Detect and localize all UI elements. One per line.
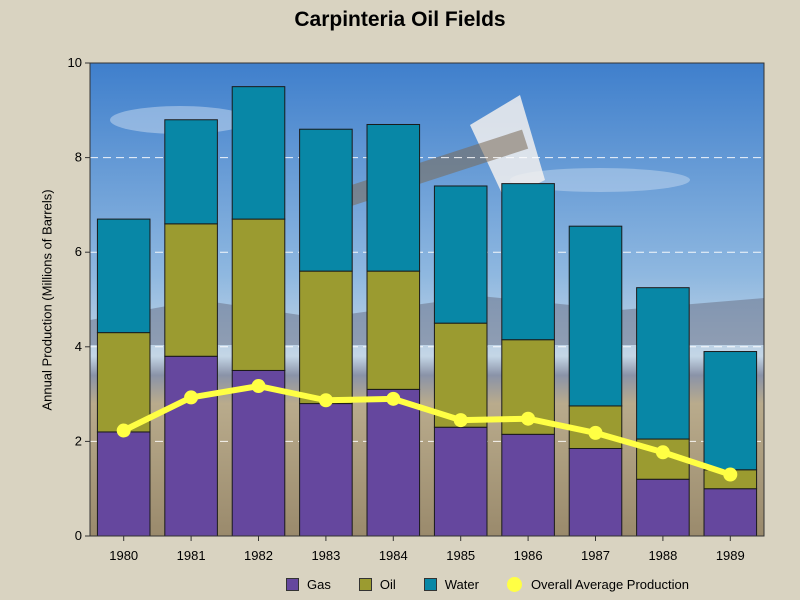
bar-water-1985: [433, 185, 488, 324]
bar-oil-1981: [164, 223, 218, 357]
average-point-1982: [251, 379, 266, 394]
average-point-1985: [453, 413, 468, 428]
bar-gas-1982: [231, 369, 286, 537]
bar-oil-1983: [299, 270, 353, 405]
average-point-1980: [116, 423, 131, 438]
bar-gas-1988: [636, 478, 690, 537]
y-tick-label: 2: [75, 433, 82, 448]
y-tick-label: 4: [75, 339, 82, 354]
bar-gas-1989: [703, 488, 758, 537]
bar-water-1982: [231, 86, 286, 220]
bar-water-1981: [164, 119, 218, 225]
bar-oil-1984: [366, 270, 421, 390]
bar-gas-1984: [366, 388, 421, 537]
x-tick-label: 1980: [109, 548, 138, 563]
legend-item-oil: Oil: [358, 576, 396, 592]
y-tick-label: 8: [75, 150, 82, 165]
legend-swatch-gas: [286, 577, 299, 591]
legend-label-gas: Gas: [307, 576, 331, 592]
axes: 0 2 4 6 8 10 1980 1981 1982 1983 1984 1985 1986 1987 1…: [68, 55, 765, 563]
x-tick-label: 1989: [716, 548, 745, 563]
legend-swatch-oil: [358, 577, 372, 591]
legend: Gas Oil Water Overall Average Production: [286, 575, 717, 593]
x-tick-label: 1983: [311, 548, 340, 563]
bar-water-1989: [703, 351, 758, 471]
average-point-1987: [588, 425, 603, 440]
x-tick-label: 1984: [379, 548, 408, 563]
average-point-1984: [386, 391, 401, 406]
bar-gas-1983: [299, 403, 353, 537]
bar-water-1980: [96, 218, 151, 334]
plot-frame: [89, 62, 765, 537]
bar-water-1983: [299, 128, 353, 272]
average-point-1983: [318, 393, 333, 408]
bar-water-1984: [366, 123, 421, 272]
bar-gas-1986: [501, 433, 555, 537]
legend-swatch-water: [423, 577, 437, 591]
x-tick-label: 1981: [177, 548, 206, 563]
legend-item-water: Water: [423, 576, 479, 592]
y-tick-label: 10: [68, 55, 82, 70]
legend-label-average: Overall Average Production: [530, 576, 689, 592]
legend-item-gas: Gas: [286, 577, 331, 592]
bar-gas-1981: [164, 355, 218, 537]
bar-water-1988: [636, 287, 690, 440]
average-point-1986: [521, 411, 536, 426]
legend-label-water: Water: [444, 576, 479, 592]
bar-gas-1980: [96, 431, 151, 537]
bar-gas-1987: [568, 447, 623, 537]
average-production-line: [120, 383, 734, 478]
x-tick-label: 1988: [648, 548, 677, 563]
legend-label-oil: Oil: [379, 576, 396, 592]
legend-item-average: Overall Average Production: [506, 576, 689, 592]
x-tick-label: 1985: [446, 548, 475, 563]
chart-title: Carpinteria Oil Fields: [294, 8, 506, 31]
x-tick-label: 1987: [581, 548, 610, 563]
bars: [96, 86, 758, 537]
bar-oil-1985: [433, 322, 488, 428]
bar-water-1986: [501, 183, 555, 341]
x-tick-label: 1982: [244, 548, 273, 563]
average-point-1981: [184, 390, 199, 405]
average-point-1989: [723, 467, 738, 482]
y-tick-label: 6: [75, 244, 82, 259]
bar-water-1987: [568, 225, 623, 407]
y-tick-label: 0: [75, 528, 82, 543]
average-point-1988: [655, 445, 670, 460]
average-line: [116, 379, 738, 482]
bar-oil-1980: [96, 332, 151, 433]
legend-marker-average: [506, 576, 522, 592]
bar-gas-1985: [433, 426, 488, 537]
bar-oil-1982: [231, 218, 286, 371]
x-tick-label: 1986: [514, 548, 543, 563]
